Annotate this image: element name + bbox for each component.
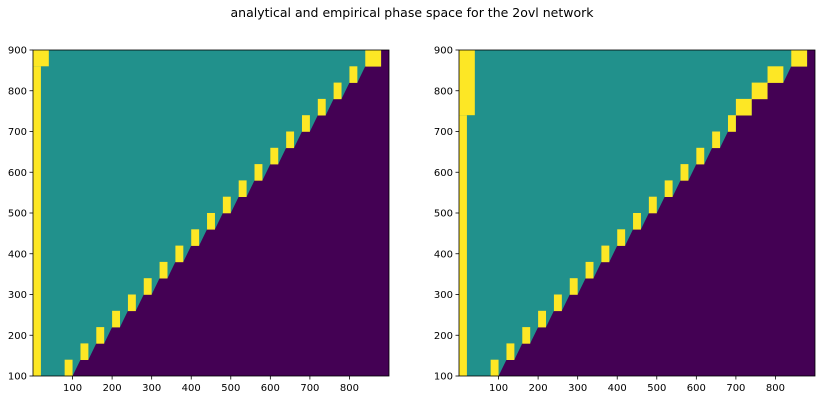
boundary-cell <box>553 294 562 312</box>
x-tick-label: 800 <box>340 383 359 394</box>
y-tick-label: 800 <box>8 86 27 97</box>
boundary-cell <box>317 98 326 116</box>
y-tick-label: 800 <box>434 86 453 97</box>
y-tick-label: 600 <box>8 168 27 179</box>
y-tick-label: 200 <box>8 331 27 342</box>
x-tick-label: 200 <box>103 383 122 394</box>
boundary-cell <box>490 359 499 377</box>
x-tick-label: 400 <box>608 383 627 394</box>
boundary-cell <box>175 245 184 263</box>
boundary-cell <box>664 180 673 197</box>
boundary-cell <box>767 66 784 83</box>
boundary-cell <box>727 115 736 132</box>
boundary-cell <box>207 213 215 230</box>
boundary-cell <box>791 50 808 67</box>
boundary-cell <box>349 66 358 83</box>
boundary-cell <box>680 164 689 181</box>
y-tick-label: 400 <box>434 249 453 260</box>
x-tick-label: 500 <box>221 383 240 394</box>
x-tick-label: 700 <box>300 383 319 394</box>
heatmap-analytical: 100 200 300 400 500 600 700 800 100 200 300 400 500 6… <box>8 46 390 394</box>
boundary-cell <box>569 278 578 295</box>
boundary-cell <box>96 327 105 344</box>
boundary-cell <box>751 82 768 100</box>
x-tick-label: 600 <box>261 383 280 394</box>
boundary-cell <box>301 115 310 132</box>
x-tick-label: 300 <box>142 383 161 394</box>
figure-title: analytical and empirical phase space for… <box>230 5 594 20</box>
boundary-cell <box>538 310 547 328</box>
y-tick-label: 900 <box>8 46 27 57</box>
boundary-cell <box>143 278 152 295</box>
edge-band-cell <box>459 50 475 116</box>
boundary-cell <box>365 50 382 67</box>
boundary-cell <box>191 229 200 246</box>
heatmap-empirical: 100 200 300 400 500 600 700 800 100 200 300 400 500 6… <box>434 46 816 394</box>
boundary-cell <box>286 131 295 149</box>
boundary-cell <box>601 245 610 263</box>
y-tick-label: 100 <box>434 372 453 383</box>
boundary-cell <box>633 213 641 230</box>
y-tick-label: 200 <box>434 331 453 342</box>
y-tick-label: 400 <box>8 249 27 260</box>
boundary-cell <box>712 131 721 149</box>
boundary-cell <box>112 310 121 328</box>
edge-band-cell <box>459 115 467 376</box>
edge-band-cell <box>33 50 49 67</box>
x-tick-label: 300 <box>568 383 587 394</box>
boundary-cell <box>127 294 136 312</box>
boundary-cell <box>254 164 263 181</box>
x-tick-label: 800 <box>766 383 785 394</box>
boundary-cell <box>648 196 657 214</box>
y-tick-label: 500 <box>8 209 27 220</box>
y-tick-label: 500 <box>434 209 453 220</box>
y-tick-label: 900 <box>434 46 453 57</box>
boundary-cell <box>696 147 705 165</box>
y-tick-label: 100 <box>8 372 27 383</box>
boundary-cell <box>80 343 89 360</box>
boundary-cell <box>238 180 247 197</box>
boundary-cell <box>585 261 594 279</box>
x-tick-label: 200 <box>529 383 548 394</box>
x-tick-label: 100 <box>63 383 82 394</box>
x-tick-label: 700 <box>726 383 745 394</box>
boundary-cell <box>270 147 279 165</box>
y-tick-label: 700 <box>8 127 27 138</box>
boundary-cell <box>64 359 73 377</box>
x-tick-label: 500 <box>647 383 666 394</box>
boundary-cell <box>333 82 342 100</box>
y-tick-label: 600 <box>434 168 453 179</box>
y-tick-label: 700 <box>434 127 453 138</box>
y-tick-label: 300 <box>8 290 27 301</box>
boundary-cell <box>735 98 752 116</box>
y-tick-label: 300 <box>434 290 453 301</box>
x-tick-label: 600 <box>687 383 706 394</box>
edge-band-cell <box>33 66 41 377</box>
x-tick-label: 100 <box>489 383 508 394</box>
boundary-cell <box>506 343 515 360</box>
boundary-cell <box>522 327 531 344</box>
boundary-cell <box>222 196 231 214</box>
x-tick-label: 400 <box>182 383 201 394</box>
boundary-cell <box>159 261 168 279</box>
boundary-cell <box>617 229 626 246</box>
